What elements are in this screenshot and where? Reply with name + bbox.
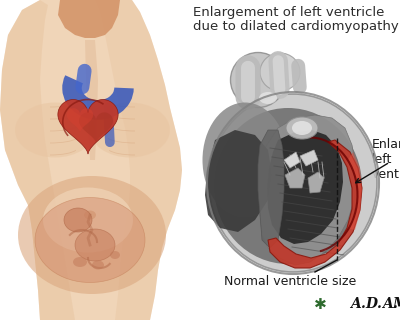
Polygon shape [79,112,113,143]
Text: Enlarged
left
ventricle: Enlarged left ventricle [372,138,400,181]
Text: ✱: ✱ [314,297,326,312]
Ellipse shape [64,208,92,232]
Polygon shape [85,40,98,160]
Text: D: D [365,297,377,311]
Polygon shape [284,152,300,168]
Polygon shape [348,152,362,230]
Text: .: . [376,297,382,311]
Text: .: . [392,297,398,311]
Polygon shape [285,168,305,188]
Ellipse shape [73,257,87,267]
Polygon shape [58,100,118,154]
Ellipse shape [230,52,286,108]
FancyArrowPatch shape [298,66,300,87]
Polygon shape [258,130,284,248]
Polygon shape [0,0,182,320]
Ellipse shape [18,176,166,294]
Text: M: M [392,297,400,311]
FancyArrowPatch shape [82,71,85,87]
Polygon shape [67,108,93,132]
Polygon shape [258,115,356,265]
Ellipse shape [92,260,104,269]
Polygon shape [95,0,182,320]
Ellipse shape [260,53,300,91]
Ellipse shape [292,121,312,135]
Text: Enlargement of left ventricle: Enlargement of left ventricle [193,6,384,19]
Text: due to dilated cardiomyopathy: due to dilated cardiomyopathy [193,20,399,33]
Ellipse shape [202,102,288,218]
Polygon shape [58,0,120,38]
FancyArrowPatch shape [278,61,280,89]
Polygon shape [268,140,362,268]
Ellipse shape [214,108,362,264]
Polygon shape [0,0,75,320]
Text: .: . [360,297,366,311]
Text: A: A [382,297,392,311]
Polygon shape [300,150,318,166]
Ellipse shape [43,188,133,252]
Text: Normal ventricle size: Normal ventricle size [224,275,356,288]
Polygon shape [308,172,324,193]
Ellipse shape [286,117,318,139]
FancyArrowPatch shape [278,61,280,89]
Ellipse shape [90,102,170,157]
Ellipse shape [209,94,377,272]
Ellipse shape [84,211,96,220]
Text: A: A [350,297,360,311]
Ellipse shape [15,102,95,157]
Ellipse shape [110,251,120,259]
Polygon shape [205,130,272,232]
Ellipse shape [259,92,277,104]
FancyArrowPatch shape [108,108,110,142]
Ellipse shape [35,197,145,283]
Ellipse shape [75,229,115,261]
Polygon shape [267,130,343,244]
